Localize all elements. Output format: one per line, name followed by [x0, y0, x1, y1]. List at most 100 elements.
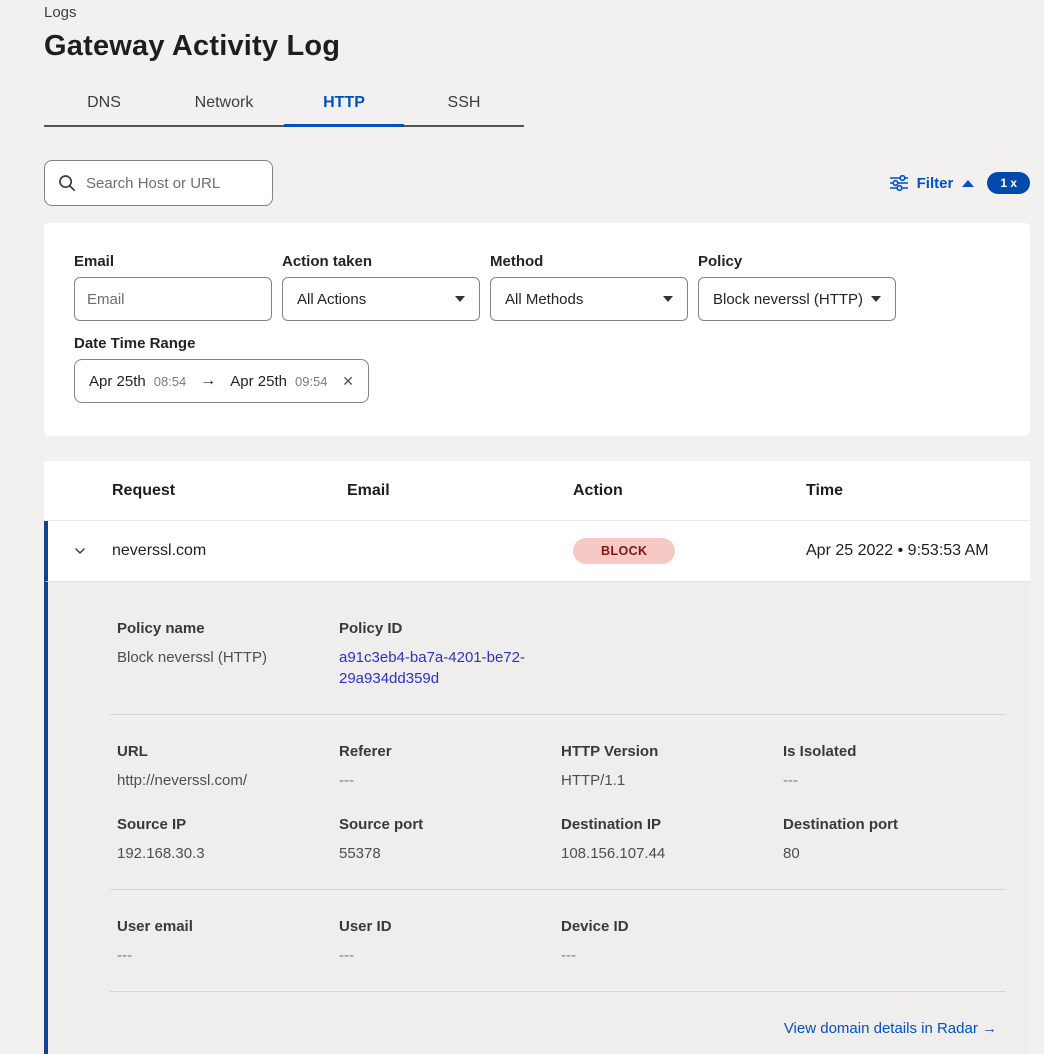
url-label: URL — [117, 743, 148, 760]
device-id-label: Device ID — [561, 918, 629, 935]
date-range-field: Date Time Range Apr 25th 08:54 → Apr 25t… — [74, 335, 1000, 403]
policy-filter-select[interactable]: Block neverssl (HTTP) — [698, 277, 896, 321]
end-time: 09:54 — [294, 373, 328, 389]
row-expand-chevron-icon[interactable] — [48, 543, 112, 559]
source-port-label: Source port — [339, 816, 424, 833]
row-expanded-details: Policy name Block neverssl (HTTP) Policy… — [44, 581, 1030, 1054]
device-id-value: --- — [561, 947, 576, 964]
policy-name-value: Block neverssl (HTTP) — [117, 649, 268, 666]
collapse-caret-icon — [962, 179, 975, 187]
destination-port-field: Destination port 80 — [783, 816, 1006, 864]
action-filter-value: All Actions — [297, 290, 367, 308]
destination-port-label: Destination port — [783, 816, 898, 833]
policy-id-link[interactable]: a91c3eb4-ba7a-4201-be72-29a934dd359d — [339, 649, 525, 687]
method-filter-select[interactable]: All Methods — [490, 277, 688, 321]
table-row[interactable]: neverssl.com BLOCK Apr 25 2022 • 9:53:53… — [44, 521, 1030, 581]
filter-toggle[interactable]: Filter 1 x — [889, 172, 1030, 194]
action-filter-select[interactable]: All Actions — [282, 277, 480, 321]
chevron-down-icon — [663, 296, 673, 302]
device-id-field: Device ID --- — [561, 918, 783, 966]
user-id-label: User ID — [339, 918, 392, 935]
divider — [110, 714, 1006, 715]
date-range-label: Date Time Range — [74, 335, 196, 352]
is-isolated-value: --- — [783, 772, 798, 789]
method-filter-label: Method — [490, 253, 544, 270]
chevron-down-icon — [455, 296, 465, 302]
http-section-row2: Source IP 192.168.30.3 Source port 55378… — [117, 816, 1006, 864]
search-icon — [58, 174, 76, 192]
radar-details-link[interactable]: View domain details in Radar → — [783, 1020, 997, 1037]
policy-filter-label: Policy — [698, 253, 743, 270]
http-section-row1: URL http://neverssl.com/ Referer --- HTT… — [117, 743, 1006, 791]
destination-port-value: 80 — [783, 845, 800, 862]
destination-ip-value: 108.156.107.44 — [561, 845, 666, 862]
start-date: Apr 25th — [89, 372, 146, 390]
page-title: Gateway Activity Log — [44, 30, 341, 62]
filter-label: Filter — [916, 174, 954, 192]
policy-name-field: Policy name Block neverssl (HTTP) — [117, 620, 339, 689]
policy-filter-value: Block neverssl (HTTP) — [713, 290, 864, 308]
method-filter-value: All Methods — [505, 290, 584, 308]
url-field: URL http://neverssl.com/ — [117, 743, 339, 791]
tab-network[interactable]: Network — [194, 94, 254, 111]
breadcrumb[interactable]: Logs — [44, 4, 77, 21]
policy-id-label: Policy ID — [339, 620, 403, 637]
source-ip-value: 192.168.30.3 — [117, 845, 205, 862]
user-email-value: --- — [117, 947, 132, 964]
policy-filter-field: Policy Block neverssl (HTTP) — [698, 253, 896, 321]
http-version-label: HTTP Version — [561, 743, 659, 760]
tab-ssh[interactable]: SSH — [447, 94, 481, 111]
date-range-picker[interactable]: Apr 25th 08:54 → Apr 25th 09:54 ✕ — [74, 359, 369, 403]
radar-link-row: View domain details in Radar → — [117, 1020, 1006, 1038]
source-ip-label: Source IP — [117, 816, 187, 833]
url-value: http://neverssl.com/ — [117, 772, 248, 789]
column-header-time: Time — [806, 481, 844, 499]
destination-ip-label: Destination IP — [561, 816, 662, 833]
user-id-field: User ID --- — [339, 918, 561, 966]
arrow-right-icon: → — [200, 372, 217, 389]
divider — [110, 889, 1006, 890]
table-header-row: Request Email Action Time — [44, 461, 1030, 521]
source-port-field: Source port 55378 — [339, 816, 561, 864]
user-email-field: User email --- — [117, 918, 339, 966]
tab-dns[interactable]: DNS — [87, 94, 121, 111]
activity-log-table: Request Email Action Time neverssl.com B… — [44, 461, 1030, 1054]
policy-name-label: Policy name — [117, 620, 205, 637]
filter-count-badge[interactable]: 1 x — [987, 172, 1030, 194]
user-id-value: --- — [339, 947, 354, 964]
source-ip-field: Source IP 192.168.30.3 — [117, 816, 339, 864]
email-filter-input[interactable] — [74, 277, 272, 321]
email-filter-label: Email — [74, 253, 115, 270]
block-status-badge: BLOCK — [573, 538, 676, 564]
referer-value: --- — [339, 772, 354, 789]
clear-date-range-icon[interactable]: ✕ — [342, 372, 354, 389]
column-header-email: Email — [347, 481, 390, 499]
source-port-value: 55378 — [339, 845, 381, 862]
row-time: Apr 25 2022 • 9:53:53 AM — [806, 542, 989, 559]
referer-label: Referer — [339, 743, 392, 760]
filter-sliders-icon — [889, 175, 908, 191]
tab-http[interactable]: HTTP — [284, 85, 404, 127]
method-filter-field: Method All Methods — [490, 253, 688, 321]
user-email-label: User email — [117, 918, 193, 935]
http-version-field: HTTP Version HTTP/1.1 — [561, 743, 783, 791]
end-date: Apr 25th — [230, 372, 287, 390]
filter-fields-row: Email Action taken All Actions Method Al… — [74, 253, 1000, 321]
tabbar: DNS Network HTTP SSH — [44, 85, 524, 127]
column-header-action: Action — [573, 481, 623, 499]
action-filter-field: Action taken All Actions — [282, 253, 480, 321]
is-isolated-label: Is Isolated — [783, 743, 857, 760]
start-time: 08:54 — [153, 373, 187, 389]
search-box[interactable] — [44, 160, 273, 206]
chevron-down-icon — [871, 296, 881, 302]
row-action-cell: BLOCK — [573, 538, 806, 564]
policy-id-field: Policy ID a91c3eb4-ba7a-4201-be72-29a934… — [339, 620, 561, 689]
filter-panel: Email Action taken All Actions Method Al… — [44, 223, 1030, 436]
search-input[interactable] — [86, 174, 259, 192]
policy-section: Policy name Block neverssl (HTTP) Policy… — [117, 620, 1006, 689]
row-request: neverssl.com — [112, 542, 207, 559]
referer-field: Referer --- — [339, 743, 561, 791]
column-header-request: Request — [112, 481, 176, 499]
action-filter-label: Action taken — [282, 253, 373, 270]
